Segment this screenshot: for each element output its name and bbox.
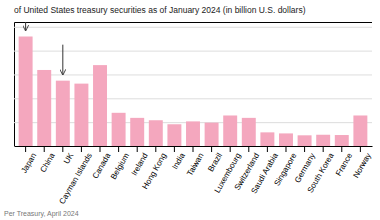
- bar: [93, 65, 107, 146]
- x-tick: France: [334, 146, 355, 178]
- x-tick-mark: [267, 146, 268, 152]
- x-tick-mark: [193, 146, 194, 152]
- x-tick-label: India: [170, 151, 187, 171]
- x-tick: India: [170, 146, 187, 171]
- x-tick-label: China: [38, 151, 57, 174]
- bar: [130, 118, 144, 146]
- x-tick-mark: [100, 146, 101, 152]
- x-tick-mark: [44, 146, 45, 152]
- bar: [298, 135, 312, 146]
- x-tick: China: [38, 146, 57, 174]
- bar: [37, 70, 51, 146]
- x-tick-mark: [285, 146, 286, 152]
- bar: [353, 115, 367, 146]
- arrow: [62, 45, 63, 75]
- x-tick-mark: [323, 146, 324, 152]
- x-tick: Cayman Islands: [57, 146, 93, 206]
- source: Per Treasury, April 2024: [4, 210, 79, 218]
- bar: [74, 84, 88, 146]
- x-tick: Hong Kong: [140, 146, 168, 191]
- x-tick-label: Belgium: [109, 151, 131, 181]
- x-tick-mark: [230, 146, 231, 152]
- x-tick-mark: [137, 146, 138, 152]
- bars: [19, 36, 368, 146]
- arrows: [26, 22, 63, 75]
- grid-line: [14, 27, 372, 28]
- x-tick-label: Cayman Islands: [57, 151, 93, 205]
- x-tick: Saudi Arabia: [249, 146, 280, 195]
- bar: [56, 81, 70, 146]
- bar: [19, 36, 33, 146]
- bar: [316, 135, 330, 146]
- title: of United States treasury securities as …: [14, 5, 306, 15]
- bar: [167, 124, 181, 146]
- bar: [242, 118, 256, 146]
- x-tick-label: Norway: [352, 151, 373, 179]
- x-tick-mark: [81, 146, 82, 152]
- x-tick-mark: [341, 146, 342, 152]
- y-axis-line: [15, 23, 373, 147]
- y-tick: [14, 51, 372, 52]
- x-tick-mark: [62, 146, 63, 152]
- x-tick: Ireland: [130, 146, 150, 177]
- bar: [205, 123, 219, 146]
- x-tick-mark: [25, 146, 26, 152]
- x-tick: Norway: [352, 146, 373, 179]
- bar: [279, 133, 293, 146]
- x-tick-label: Japan: [19, 151, 38, 174]
- arrow: [25, 22, 26, 30]
- y-tick: [14, 27, 372, 28]
- x-tick-mark: [360, 146, 361, 152]
- x-tick-mark: [155, 146, 156, 152]
- grid-line: [14, 51, 372, 52]
- x-tick: South Korea: [306, 146, 336, 195]
- grid-line: [14, 74, 372, 75]
- x-tick: UK: [62, 146, 76, 166]
- x-tick: Brazil: [206, 146, 224, 173]
- plot: JapanChinaUKCayman IslandsCanadaBelgiumI…: [14, 22, 373, 206]
- x-tick-label: Taiwan: [185, 151, 205, 177]
- x-tick-mark: [304, 146, 305, 152]
- bar: [112, 113, 126, 146]
- chart: JapanChinaUKCayman IslandsCanadaBelgiumI…: [0, 0, 380, 220]
- x-tick-label: Ireland: [130, 151, 150, 177]
- x-tick-mark: [211, 146, 212, 152]
- x-tick-label: UK: [62, 151, 76, 166]
- bar: [335, 135, 349, 146]
- y-tick: [14, 74, 372, 75]
- x-tick-label: Hong Kong: [140, 151, 168, 190]
- bar: [149, 120, 163, 146]
- y-axis: [14, 23, 372, 147]
- bar: [260, 132, 274, 146]
- x-tick: Belgium: [109, 146, 131, 181]
- x-tick-mark: [174, 146, 175, 152]
- x-tick: Japan: [19, 146, 38, 175]
- x-tick-mark: [118, 146, 119, 152]
- x-tick-mark: [248, 146, 249, 152]
- x-axis: JapanChinaUKCayman IslandsCanadaBelgiumI…: [15, 146, 373, 206]
- bar: [223, 115, 237, 146]
- x-tick-label: Saudi Arabia: [249, 151, 280, 195]
- x-tick-label: South Korea: [306, 151, 336, 194]
- bar: [186, 121, 200, 146]
- x-tick-label: Brazil: [206, 151, 224, 173]
- x-tick: Taiwan: [185, 146, 205, 178]
